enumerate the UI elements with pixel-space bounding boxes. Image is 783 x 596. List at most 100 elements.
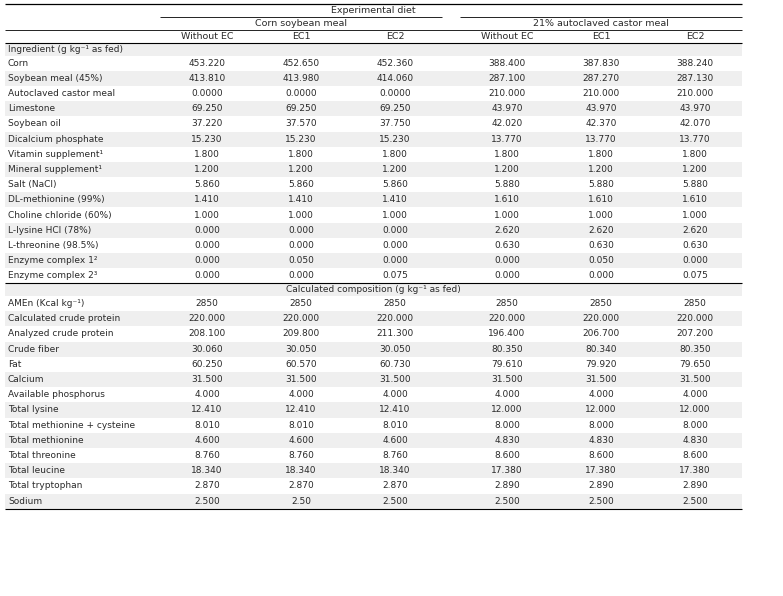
Text: 30.050: 30.050 bbox=[379, 344, 411, 353]
Text: Crude fiber: Crude fiber bbox=[8, 344, 59, 353]
Text: 2.500: 2.500 bbox=[194, 496, 220, 505]
Text: 12.000: 12.000 bbox=[679, 405, 711, 414]
Text: 287.270: 287.270 bbox=[583, 74, 619, 83]
Text: 220.000: 220.000 bbox=[583, 314, 619, 323]
Bar bbox=[5, 223, 742, 238]
Text: 1.000: 1.000 bbox=[194, 210, 220, 219]
Text: 69.250: 69.250 bbox=[285, 104, 317, 113]
Text: 1.610: 1.610 bbox=[682, 195, 708, 204]
Text: 0.000: 0.000 bbox=[588, 271, 614, 280]
Text: Without EC: Without EC bbox=[481, 32, 533, 41]
Text: Without EC: Without EC bbox=[181, 32, 233, 41]
Text: 2.870: 2.870 bbox=[288, 482, 314, 491]
Text: Dicalcium phosphate: Dicalcium phosphate bbox=[8, 135, 103, 144]
Text: 8.760: 8.760 bbox=[288, 451, 314, 460]
Text: 12.410: 12.410 bbox=[379, 405, 411, 414]
Text: 2850: 2850 bbox=[684, 299, 706, 308]
Text: Enzyme complex 2³: Enzyme complex 2³ bbox=[8, 271, 97, 280]
Text: 37.220: 37.220 bbox=[191, 119, 222, 128]
Text: 13.770: 13.770 bbox=[679, 135, 711, 144]
Text: Mineral supplement¹: Mineral supplement¹ bbox=[8, 165, 102, 174]
Text: 4.000: 4.000 bbox=[382, 390, 408, 399]
Bar bbox=[5, 162, 742, 177]
Text: 4.000: 4.000 bbox=[194, 390, 220, 399]
Text: 1.000: 1.000 bbox=[288, 210, 314, 219]
Text: 5.860: 5.860 bbox=[382, 180, 408, 189]
Text: 60.250: 60.250 bbox=[191, 360, 222, 369]
Text: 8.600: 8.600 bbox=[588, 451, 614, 460]
Text: 452.650: 452.650 bbox=[283, 58, 319, 67]
Text: 2850: 2850 bbox=[384, 299, 406, 308]
Text: 4.000: 4.000 bbox=[682, 390, 708, 399]
Text: 5.880: 5.880 bbox=[494, 180, 520, 189]
Text: 0.000: 0.000 bbox=[494, 256, 520, 265]
Text: 69.250: 69.250 bbox=[379, 104, 411, 113]
Text: Soybean oil: Soybean oil bbox=[8, 119, 61, 128]
Text: 0.075: 0.075 bbox=[682, 271, 708, 280]
Text: 21% autoclaved castor meal: 21% autoclaved castor meal bbox=[533, 19, 669, 28]
Text: 12.000: 12.000 bbox=[585, 405, 617, 414]
Text: 209.800: 209.800 bbox=[283, 330, 319, 339]
Bar bbox=[5, 132, 742, 147]
Text: Total methionine: Total methionine bbox=[8, 436, 84, 445]
Text: 42.370: 42.370 bbox=[586, 119, 617, 128]
Text: 220.000: 220.000 bbox=[677, 314, 713, 323]
Text: 17.380: 17.380 bbox=[491, 466, 523, 475]
Text: 79.610: 79.610 bbox=[491, 360, 523, 369]
Text: 13.770: 13.770 bbox=[585, 135, 617, 144]
Text: 4.600: 4.600 bbox=[288, 436, 314, 445]
Text: 43.970: 43.970 bbox=[585, 104, 617, 113]
Text: 80.340: 80.340 bbox=[585, 344, 617, 353]
Text: 2.870: 2.870 bbox=[194, 482, 220, 491]
Text: EC1: EC1 bbox=[592, 32, 610, 41]
Text: 208.100: 208.100 bbox=[189, 330, 226, 339]
Text: 0.000: 0.000 bbox=[194, 256, 220, 265]
Text: 1.000: 1.000 bbox=[588, 210, 614, 219]
Text: 0.000: 0.000 bbox=[288, 241, 314, 250]
Text: 31.500: 31.500 bbox=[285, 375, 317, 384]
Text: Analyzed crude protein: Analyzed crude protein bbox=[8, 330, 114, 339]
Text: 452.360: 452.360 bbox=[377, 58, 413, 67]
Text: 12.000: 12.000 bbox=[491, 405, 523, 414]
Text: 2.890: 2.890 bbox=[494, 482, 520, 491]
Text: Salt (NaCl): Salt (NaCl) bbox=[8, 180, 56, 189]
Text: Enzyme complex 1²: Enzyme complex 1² bbox=[8, 256, 98, 265]
Text: 2.500: 2.500 bbox=[382, 496, 408, 505]
Text: 0.075: 0.075 bbox=[382, 271, 408, 280]
Text: Total tryptophan: Total tryptophan bbox=[8, 482, 82, 491]
Bar bbox=[5, 71, 742, 86]
Bar bbox=[5, 493, 742, 509]
Text: 0.630: 0.630 bbox=[682, 241, 708, 250]
Text: 220.000: 220.000 bbox=[377, 314, 413, 323]
Text: 2.500: 2.500 bbox=[588, 496, 614, 505]
Text: 0.000: 0.000 bbox=[194, 241, 220, 250]
Text: 1.800: 1.800 bbox=[682, 150, 708, 159]
Text: 1.610: 1.610 bbox=[494, 195, 520, 204]
Text: 4.830: 4.830 bbox=[588, 436, 614, 445]
Text: 1.200: 1.200 bbox=[682, 165, 708, 174]
Text: 17.380: 17.380 bbox=[679, 466, 711, 475]
Text: 413.810: 413.810 bbox=[189, 74, 226, 83]
Text: 0.000: 0.000 bbox=[194, 271, 220, 280]
Text: Corn: Corn bbox=[8, 58, 29, 67]
Text: Vitamin supplement¹: Vitamin supplement¹ bbox=[8, 150, 103, 159]
Text: EC2: EC2 bbox=[686, 32, 704, 41]
Bar bbox=[5, 253, 742, 268]
Text: 1.610: 1.610 bbox=[588, 195, 614, 204]
Text: 42.020: 42.020 bbox=[492, 119, 522, 128]
Text: 8.760: 8.760 bbox=[194, 451, 220, 460]
Text: 2850: 2850 bbox=[290, 299, 312, 308]
Text: 388.400: 388.400 bbox=[489, 58, 525, 67]
Text: 43.970: 43.970 bbox=[491, 104, 523, 113]
Text: Fat: Fat bbox=[8, 360, 21, 369]
Text: 5.880: 5.880 bbox=[588, 180, 614, 189]
Text: 0.000: 0.000 bbox=[382, 226, 408, 235]
Text: 4.000: 4.000 bbox=[494, 390, 520, 399]
Text: 4.830: 4.830 bbox=[682, 436, 708, 445]
Text: 220.000: 220.000 bbox=[283, 314, 319, 323]
Text: 43.970: 43.970 bbox=[679, 104, 711, 113]
Text: 196.400: 196.400 bbox=[489, 330, 525, 339]
Text: 30.050: 30.050 bbox=[285, 344, 317, 353]
Text: 60.730: 60.730 bbox=[379, 360, 411, 369]
Text: 4.000: 4.000 bbox=[288, 390, 314, 399]
